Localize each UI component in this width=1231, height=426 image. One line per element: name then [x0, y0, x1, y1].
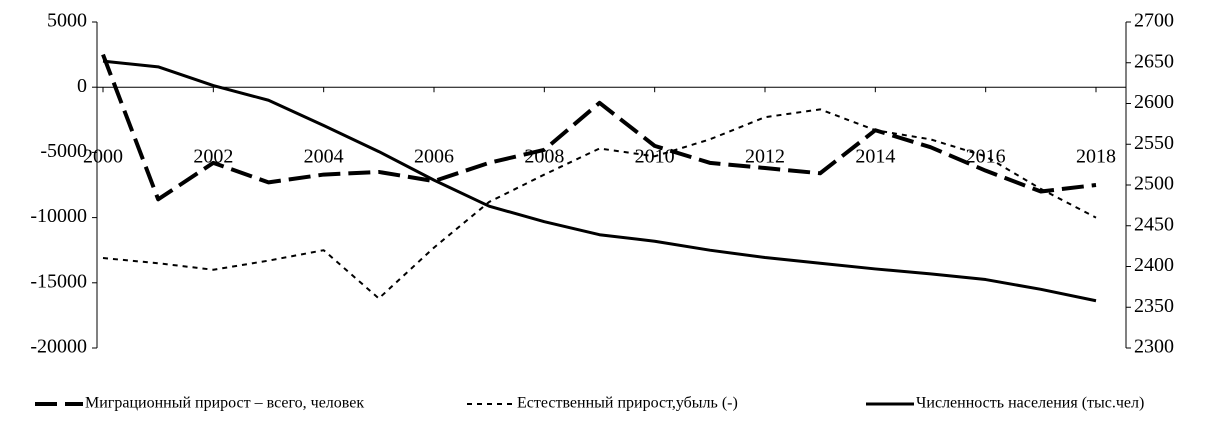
- line-series: [102, 108, 1097, 300]
- x-tick-label: 2002: [193, 146, 233, 168]
- legend: Миграционный прирост – всего, человек Ест…: [35, 395, 1144, 412]
- y-tick-label: 5000: [47, 10, 87, 32]
- y2-tick-label: 2550: [1134, 132, 1174, 154]
- line-series: [101, 53, 1097, 202]
- line-series: [102, 59, 1097, 303]
- y2-tick-label: 2300: [1134, 336, 1174, 358]
- y2-tick-label: 2700: [1134, 10, 1174, 32]
- x-tick-label: 2016: [966, 146, 1006, 168]
- x-tick-label: 2006: [414, 146, 454, 168]
- y2-tick-label: 2450: [1134, 213, 1174, 235]
- y-tick-label: -5000: [40, 140, 87, 162]
- y-tick-label: -10000: [30, 205, 87, 227]
- x-tick-label: 2014: [855, 146, 895, 168]
- legend-label: Численность населения (тыс.чел): [916, 395, 1144, 412]
- y-tick-label: 0: [77, 75, 87, 97]
- y2-tick-label: 2650: [1134, 50, 1174, 72]
- y2-tick-label: 2500: [1134, 173, 1174, 195]
- x-tick-label: 2018: [1076, 146, 1116, 168]
- y2-tick-label: 2350: [1134, 295, 1174, 317]
- x-tick-label: 2004: [304, 146, 344, 168]
- y2-tick-label: 2600: [1134, 91, 1174, 113]
- legend-label: Естественный прирост,убыль (-): [517, 395, 738, 412]
- x-tick-label: 2012: [745, 146, 785, 168]
- x-tick-label: 2000: [83, 146, 123, 168]
- y-tick-label: -20000: [30, 336, 87, 358]
- y-tick-label: -15000: [30, 270, 87, 292]
- y2-tick-label: 2400: [1134, 254, 1174, 276]
- legend-label: Миграционный прирост – всего, человек: [85, 395, 364, 412]
